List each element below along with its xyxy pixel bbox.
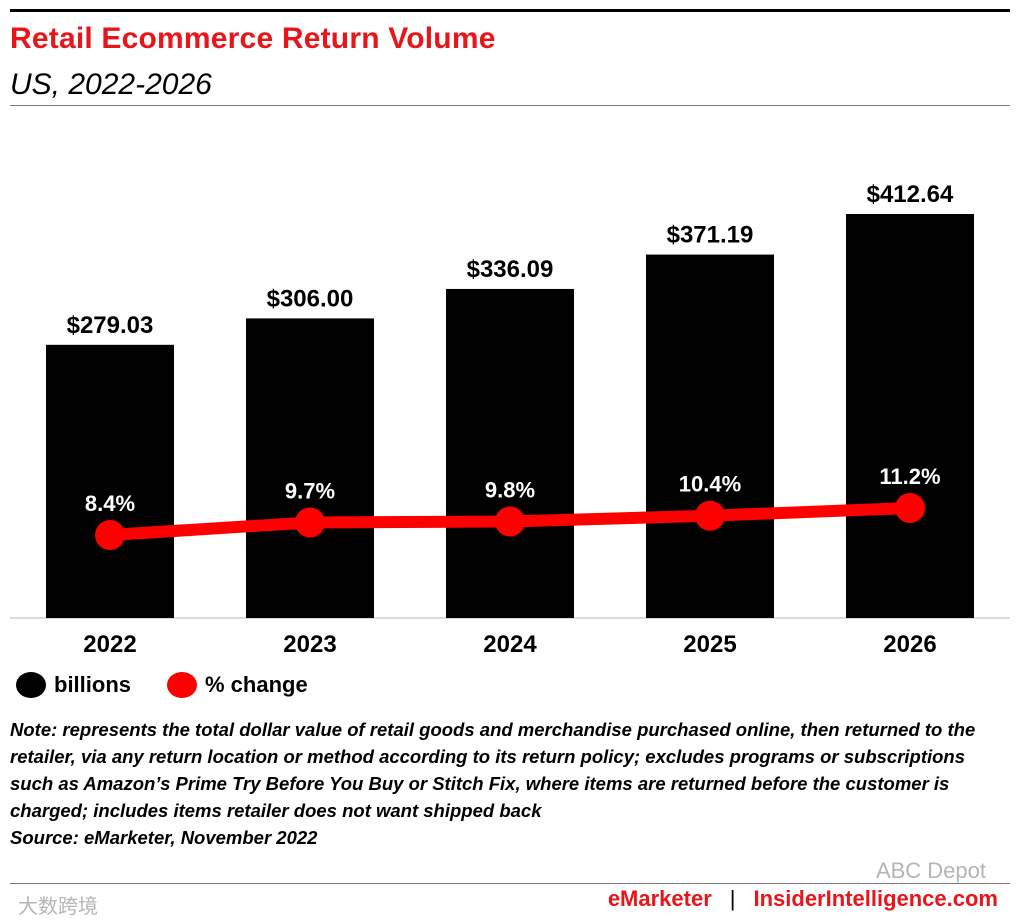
x-tick-label-2025: 2025 [683,631,736,658]
legend-item-billions: billions [16,672,131,698]
chart-note: Note: represents the total dollar value … [10,716,1000,851]
x-tick-label-2024: 2024 [483,631,537,658]
bar-2025 [646,254,774,619]
pct-change-point-2024 [495,506,525,537]
footer-separator: | [729,886,736,911]
legend-swatch-pct-change [167,672,197,698]
legend-label-billions: billions [54,672,131,697]
top-rule [10,9,1010,12]
footer-divider [10,883,1010,884]
note-text: Note: represents the total dollar value … [10,719,976,821]
pct-change-label-2026: 11.2% [879,464,940,489]
pct-change-label-2024: 9.8% [485,478,535,503]
pct-change-point-2025 [695,500,725,531]
bar-value-label-2024: $336.09 [467,256,554,283]
bar-2026 [846,214,974,618]
x-tick-label-2023: 2023 [283,631,336,658]
pct-change-point-2026 [895,493,925,523]
bar-value-label-2025: $371.19 [667,222,754,249]
source-text: Source: eMarketer, November 2022 [10,827,318,848]
legend-label-pct-change: % change [205,672,308,697]
x-tick-label-2022: 2022 [83,631,136,658]
insider-intelligence-link[interactable]: InsiderIntelligence.com [753,886,998,911]
watermark-right: ABC Depot [875,858,986,883]
bar-2022 [46,344,174,618]
bar-2024 [446,288,574,618]
legend: billions % change [16,672,344,698]
bar-value-label-2023: $306.00 [267,285,354,312]
legend-swatch-billions [16,672,46,698]
pct-change-label-2025: 10.4% [679,472,741,497]
pct-change-label-2022: 8.4% [85,491,135,516]
legend-item-pct-change: % change [167,672,308,698]
header-divider [10,105,1010,106]
footer-brand: eMarketer | InsiderIntelligence.com [608,886,998,912]
bar-line-chart: $279.03 2022 $306.00 2023 $336.09 2024 $371.19… [10,181,1010,658]
x-tick-label-2026: 2026 [883,631,936,658]
watermark-left: 大数跨境 [18,896,98,918]
bar-value-label-2022: $279.03 [67,312,154,339]
bar-value-label-2026: $412.64 [867,181,954,208]
chart-title: Retail Ecommerce Return Volume [10,22,496,55]
emarketer-logo-text: eMarketer [607,886,712,911]
pct-change-label-2023: 9.7% [285,478,335,503]
pct-change-point-2022 [95,520,125,550]
pct-change-point-2023 [295,507,325,538]
chart-subtitle: US, 2022-2026 [10,68,212,101]
bar-2023 [246,318,374,618]
